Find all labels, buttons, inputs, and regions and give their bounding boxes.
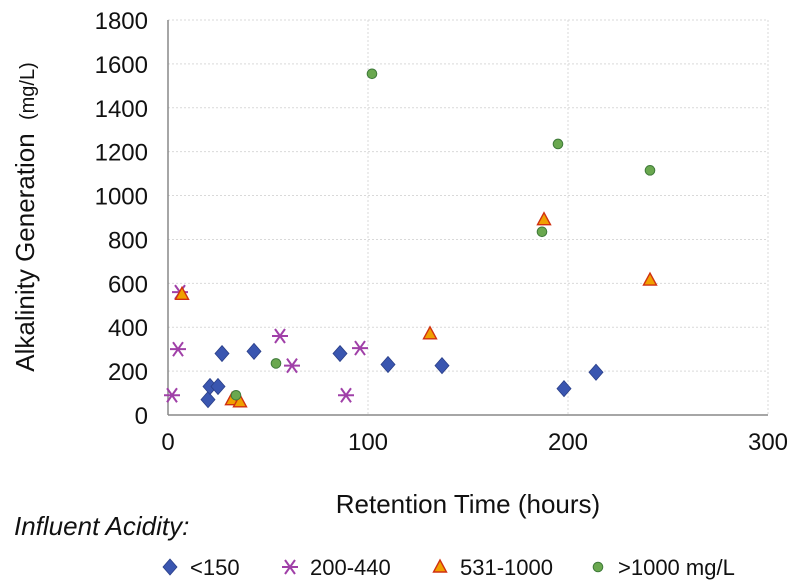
y-axis-title: Alkalinity Generation (mg/L): [10, 62, 40, 372]
data-points: [164, 68, 658, 409]
y-tick-label-800: 800: [108, 227, 148, 254]
y-axis-title-main: Alkalinity Generation: [10, 133, 40, 371]
y-tick-label-1600: 1600: [95, 52, 148, 79]
point-series0-0: [200, 391, 216, 409]
point-series0-7: [434, 357, 450, 375]
point-series0-4: [246, 342, 262, 360]
point-series2-5: [642, 271, 658, 286]
y-tick-label-0: 0: [135, 403, 148, 430]
y-tick-label-400: 400: [108, 315, 148, 342]
y-tick-label-1000: 1000: [95, 184, 148, 211]
legend-title: Influent Acidity:: [14, 511, 189, 541]
point-series3-5: [644, 165, 656, 176]
legend-entry-2: 531-1000: [432, 555, 553, 580]
y-tick-label-1400: 1400: [95, 96, 148, 123]
point-series0-9: [588, 363, 604, 381]
legend-label-1: 200-440: [310, 555, 391, 580]
point-series2-3: [422, 325, 438, 340]
legend-entry-1: 200-440: [282, 555, 391, 580]
y-tick-label-600: 600: [108, 271, 148, 298]
point-series0-8: [556, 380, 572, 398]
legend-label-2: 531-1000: [460, 555, 553, 580]
x-tick-labels: 0 100 200 300: [161, 429, 788, 456]
legend-marker-3: [592, 561, 604, 573]
x-axis-title: Retention Time (hours): [336, 489, 600, 519]
y-tick-label-1200: 1200: [95, 140, 148, 167]
point-series3-3: [536, 226, 548, 238]
point-series3-4: [552, 138, 564, 150]
point-series3-0: [230, 389, 242, 401]
point-series1-4: [284, 358, 300, 374]
point-series3-1: [270, 358, 282, 369]
legend-entry-3: >1000 mg/L: [592, 555, 735, 580]
point-series0-6: [380, 355, 396, 374]
point-series2-0: [174, 285, 190, 301]
legend-entry-0: <150: [162, 555, 240, 580]
legend-label-3: >1000 mg/L: [618, 555, 735, 580]
point-series3-2: [366, 68, 378, 80]
legend-label-0: <150: [190, 555, 240, 580]
point-series2-2: [232, 393, 248, 408]
legend-marker-1: [282, 559, 298, 575]
point-series0-5: [332, 344, 348, 363]
y-tick-label-1800: 1800: [95, 8, 148, 35]
x-tick-label-300: 300: [748, 429, 788, 456]
legend-marker-2: [432, 558, 448, 573]
legend-marker-0: [162, 558, 178, 576]
point-series1-3: [272, 328, 288, 344]
point-series2-4: [536, 211, 552, 226]
y-tick-labels: 0 200 400 600 800 1000 1200 1400 1600 1800: [95, 8, 148, 430]
y-axis-title-unit: (mg/L): [17, 62, 39, 120]
axes: [167, 20, 768, 416]
x-tick-label-0: 0: [161, 429, 174, 456]
x-tick-label-100: 100: [348, 429, 388, 456]
point-series1-6: [352, 340, 368, 356]
point-series0-3: [214, 344, 230, 363]
point-series0-2: [210, 377, 226, 396]
x-tick-label-200: 200: [548, 429, 588, 456]
y-tick-label-200: 200: [108, 359, 148, 386]
point-series1-1: [170, 341, 186, 357]
point-series1-0: [164, 387, 180, 403]
point-series1-5: [338, 387, 354, 403]
gridlines: [168, 19, 769, 415]
legend: <150 200-440 531-1000 >1000 mg/L: [162, 555, 735, 580]
